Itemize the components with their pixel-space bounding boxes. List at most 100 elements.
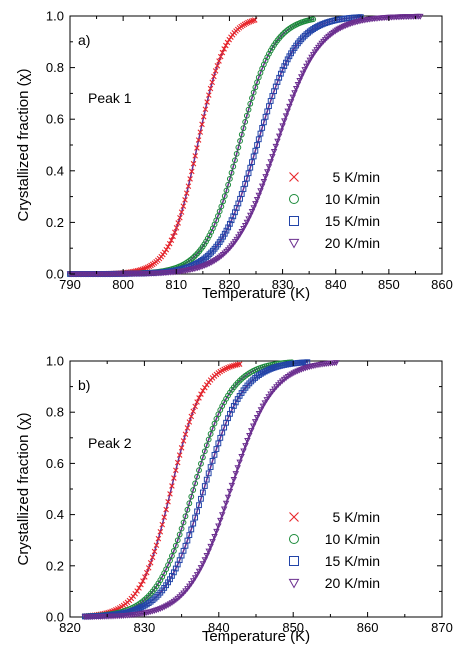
plot-frame-b bbox=[69, 360, 443, 618]
data-point bbox=[205, 470, 212, 477]
data-point bbox=[201, 448, 208, 455]
data-point bbox=[255, 192, 263, 199]
data-point bbox=[240, 125, 247, 132]
data-point bbox=[264, 54, 271, 61]
data-point bbox=[233, 150, 240, 157]
data-point bbox=[283, 59, 289, 66]
data-point bbox=[303, 63, 310, 70]
legend-marker bbox=[289, 534, 299, 544]
data-point bbox=[184, 506, 191, 513]
data-point bbox=[226, 220, 233, 227]
data-point bbox=[249, 159, 255, 165]
data-point bbox=[247, 212, 254, 219]
data-point bbox=[254, 142, 260, 148]
data-point bbox=[185, 183, 192, 189]
data-point bbox=[140, 578, 146, 584]
data-point bbox=[136, 585, 142, 591]
data-point bbox=[263, 397, 270, 404]
legend-label: 15 K/min bbox=[325, 553, 380, 569]
y-axis-label-b: Crystallized fraction (χ) bbox=[15, 413, 32, 566]
data-point bbox=[223, 227, 230, 234]
data-point bbox=[209, 79, 215, 86]
data-point bbox=[267, 391, 274, 398]
data-point bbox=[204, 99, 210, 105]
data-point bbox=[143, 569, 150, 576]
data-point bbox=[192, 403, 198, 410]
y-tick-label: 0.0 bbox=[46, 267, 64, 282]
data-point bbox=[203, 254, 209, 261]
data-point bbox=[254, 79, 260, 86]
data-point bbox=[223, 187, 230, 194]
data-point bbox=[153, 542, 160, 549]
data-point bbox=[221, 230, 228, 237]
data-point bbox=[252, 84, 259, 91]
data-point bbox=[287, 99, 295, 106]
data-point bbox=[170, 233, 176, 240]
data-point bbox=[251, 419, 259, 425]
peak-annotation-b: Peak 2 bbox=[88, 435, 132, 451]
data-point bbox=[262, 113, 269, 120]
data-point bbox=[151, 548, 158, 555]
data-point bbox=[261, 400, 269, 407]
data-point bbox=[206, 232, 213, 239]
legend-marker bbox=[289, 512, 299, 522]
data-point bbox=[219, 49, 226, 56]
data-point bbox=[257, 407, 265, 414]
data-point bbox=[308, 54, 315, 61]
data-point bbox=[196, 502, 202, 509]
data-point bbox=[175, 220, 181, 226]
panel-label-b: b) bbox=[78, 377, 90, 393]
data-point bbox=[206, 251, 213, 258]
data-point bbox=[201, 483, 208, 489]
data-point bbox=[262, 174, 269, 181]
data-point bbox=[195, 137, 202, 143]
data-point bbox=[259, 403, 267, 410]
data-point bbox=[198, 495, 204, 502]
y-tick-label: 1.0 bbox=[46, 9, 64, 24]
data-point bbox=[230, 213, 237, 220]
data-point bbox=[209, 425, 216, 432]
data-point bbox=[211, 451, 218, 458]
data-point bbox=[170, 548, 177, 554]
data-point bbox=[138, 581, 144, 588]
data-point bbox=[267, 47, 274, 54]
data-point bbox=[218, 512, 226, 519]
data-point bbox=[205, 548, 212, 555]
fit-curve bbox=[84, 361, 294, 618]
data-point bbox=[265, 394, 272, 401]
data-point bbox=[231, 239, 239, 246]
data-point bbox=[265, 164, 273, 171]
data-point bbox=[255, 410, 263, 417]
data-point bbox=[284, 108, 291, 115]
legend-marker bbox=[288, 238, 300, 249]
data-point bbox=[180, 438, 187, 444]
x-tick-label: 820 bbox=[59, 620, 81, 635]
data-point bbox=[276, 74, 283, 81]
data-point bbox=[250, 205, 257, 212]
data-point bbox=[275, 382, 282, 389]
data-point bbox=[242, 443, 249, 449]
data-point bbox=[238, 131, 245, 138]
data-point bbox=[211, 73, 217, 80]
data-point bbox=[266, 50, 272, 57]
data-point bbox=[220, 233, 226, 240]
data-point bbox=[233, 236, 240, 243]
data-point bbox=[228, 217, 235, 224]
fit-curve bbox=[84, 361, 338, 618]
data-point bbox=[250, 17, 256, 24]
data-point bbox=[247, 100, 254, 107]
legend-label: 10 K/min bbox=[325, 531, 380, 547]
data-point bbox=[255, 136, 262, 143]
data-point bbox=[189, 578, 197, 585]
data-point bbox=[184, 425, 191, 431]
data-point bbox=[253, 414, 261, 421]
data-point bbox=[178, 592, 185, 599]
data-point bbox=[217, 53, 224, 60]
data-point bbox=[215, 523, 222, 530]
y-axis-label-a: Crystallized fraction (χ) bbox=[15, 69, 32, 222]
data-point bbox=[213, 446, 220, 452]
data-point bbox=[247, 428, 255, 434]
data-point bbox=[171, 475, 177, 481]
data-point bbox=[166, 240, 173, 247]
